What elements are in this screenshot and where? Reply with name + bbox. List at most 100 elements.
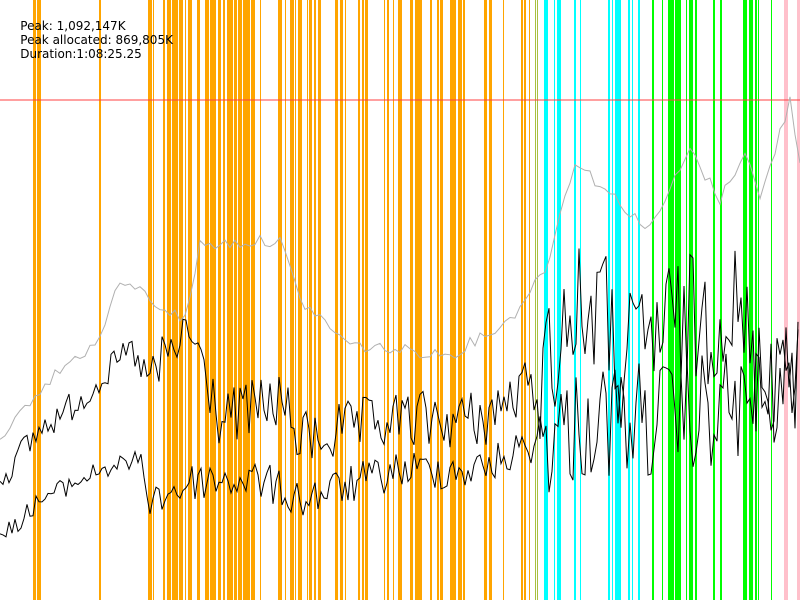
event-band xyxy=(314,0,316,600)
event-band xyxy=(458,0,462,600)
event-band xyxy=(345,0,346,600)
event-band xyxy=(278,0,282,600)
event-band xyxy=(410,0,413,600)
event-band xyxy=(210,0,214,600)
event-band xyxy=(672,0,674,600)
event-band xyxy=(227,0,230,600)
event-band xyxy=(758,0,759,600)
event-band xyxy=(384,0,385,600)
event-band xyxy=(234,0,237,600)
event-band xyxy=(298,0,302,600)
event-band xyxy=(489,0,492,600)
event-band xyxy=(223,0,225,600)
peak-allocated-label: Peak allocated: 869,805K xyxy=(20,33,173,47)
event-band xyxy=(335,0,337,600)
event-band xyxy=(251,0,255,600)
event-band xyxy=(188,0,192,600)
event-band xyxy=(214,0,216,600)
event-band xyxy=(771,0,772,600)
event-band xyxy=(784,0,788,600)
event-band xyxy=(437,0,439,600)
event-band xyxy=(749,0,753,600)
event-band xyxy=(387,0,389,600)
event-band xyxy=(720,0,722,600)
event-band xyxy=(230,0,233,600)
event-band xyxy=(557,0,561,600)
event-band xyxy=(205,0,207,600)
event-band xyxy=(163,0,165,600)
event-band xyxy=(554,0,555,600)
event-band xyxy=(668,0,672,600)
event-band xyxy=(238,0,242,600)
event-band xyxy=(537,0,538,600)
event-band xyxy=(185,0,186,600)
event-band xyxy=(454,0,456,600)
event-band xyxy=(358,0,360,600)
event-band xyxy=(638,0,640,600)
event-band xyxy=(713,0,715,600)
event-band xyxy=(743,0,747,600)
event-band xyxy=(290,0,294,600)
event-band xyxy=(367,0,368,600)
event-band xyxy=(535,0,536,600)
event-band xyxy=(615,0,617,600)
event-band xyxy=(695,0,697,600)
event-band xyxy=(393,0,394,600)
event-band xyxy=(797,0,800,600)
stats-header: Peak: 1,092,147K Peak allocated: 869,805… xyxy=(5,5,183,75)
event-band xyxy=(430,0,432,600)
event-band xyxy=(522,0,523,600)
event-band xyxy=(285,0,286,600)
event-band xyxy=(652,0,653,600)
event-band xyxy=(197,0,200,600)
event-band xyxy=(628,0,630,600)
event-band xyxy=(686,0,687,600)
event-band xyxy=(295,0,296,600)
event-band xyxy=(33,0,36,600)
allocated-line xyxy=(0,248,799,486)
event-band xyxy=(755,0,757,600)
event-band xyxy=(608,0,610,600)
event-band xyxy=(398,0,402,600)
event-band xyxy=(521,0,522,600)
event-band xyxy=(574,0,576,600)
event-band xyxy=(218,0,219,600)
event-band xyxy=(689,0,693,600)
event-band xyxy=(153,0,154,600)
event-band xyxy=(662,0,663,600)
event-band xyxy=(463,0,465,600)
event-band xyxy=(544,0,548,600)
event-band xyxy=(99,0,101,600)
event-band xyxy=(337,0,338,600)
event-band xyxy=(247,0,250,600)
event-band xyxy=(617,0,621,600)
event-band xyxy=(440,0,443,600)
used-line xyxy=(0,321,799,538)
event-band xyxy=(207,0,209,600)
event-band xyxy=(37,0,41,600)
event-band xyxy=(503,0,504,600)
event-band xyxy=(653,0,654,600)
peak-label: Peak: 1,092,147K xyxy=(20,19,126,33)
event-band xyxy=(340,0,343,600)
duration-label: Duration:1:08:25.25 xyxy=(20,47,142,61)
event-band xyxy=(307,0,308,600)
peak-line xyxy=(0,96,800,440)
event-band xyxy=(172,0,176,600)
event-band xyxy=(484,0,487,600)
event-band xyxy=(450,0,454,600)
event-band xyxy=(243,0,247,600)
event-band xyxy=(260,0,261,600)
event-band xyxy=(318,0,321,600)
event-band xyxy=(176,0,178,600)
event-band xyxy=(362,0,364,600)
event-band xyxy=(365,0,367,600)
event-band xyxy=(179,0,183,600)
event-band xyxy=(309,0,312,600)
event-band xyxy=(415,0,418,600)
event-band xyxy=(219,0,221,600)
